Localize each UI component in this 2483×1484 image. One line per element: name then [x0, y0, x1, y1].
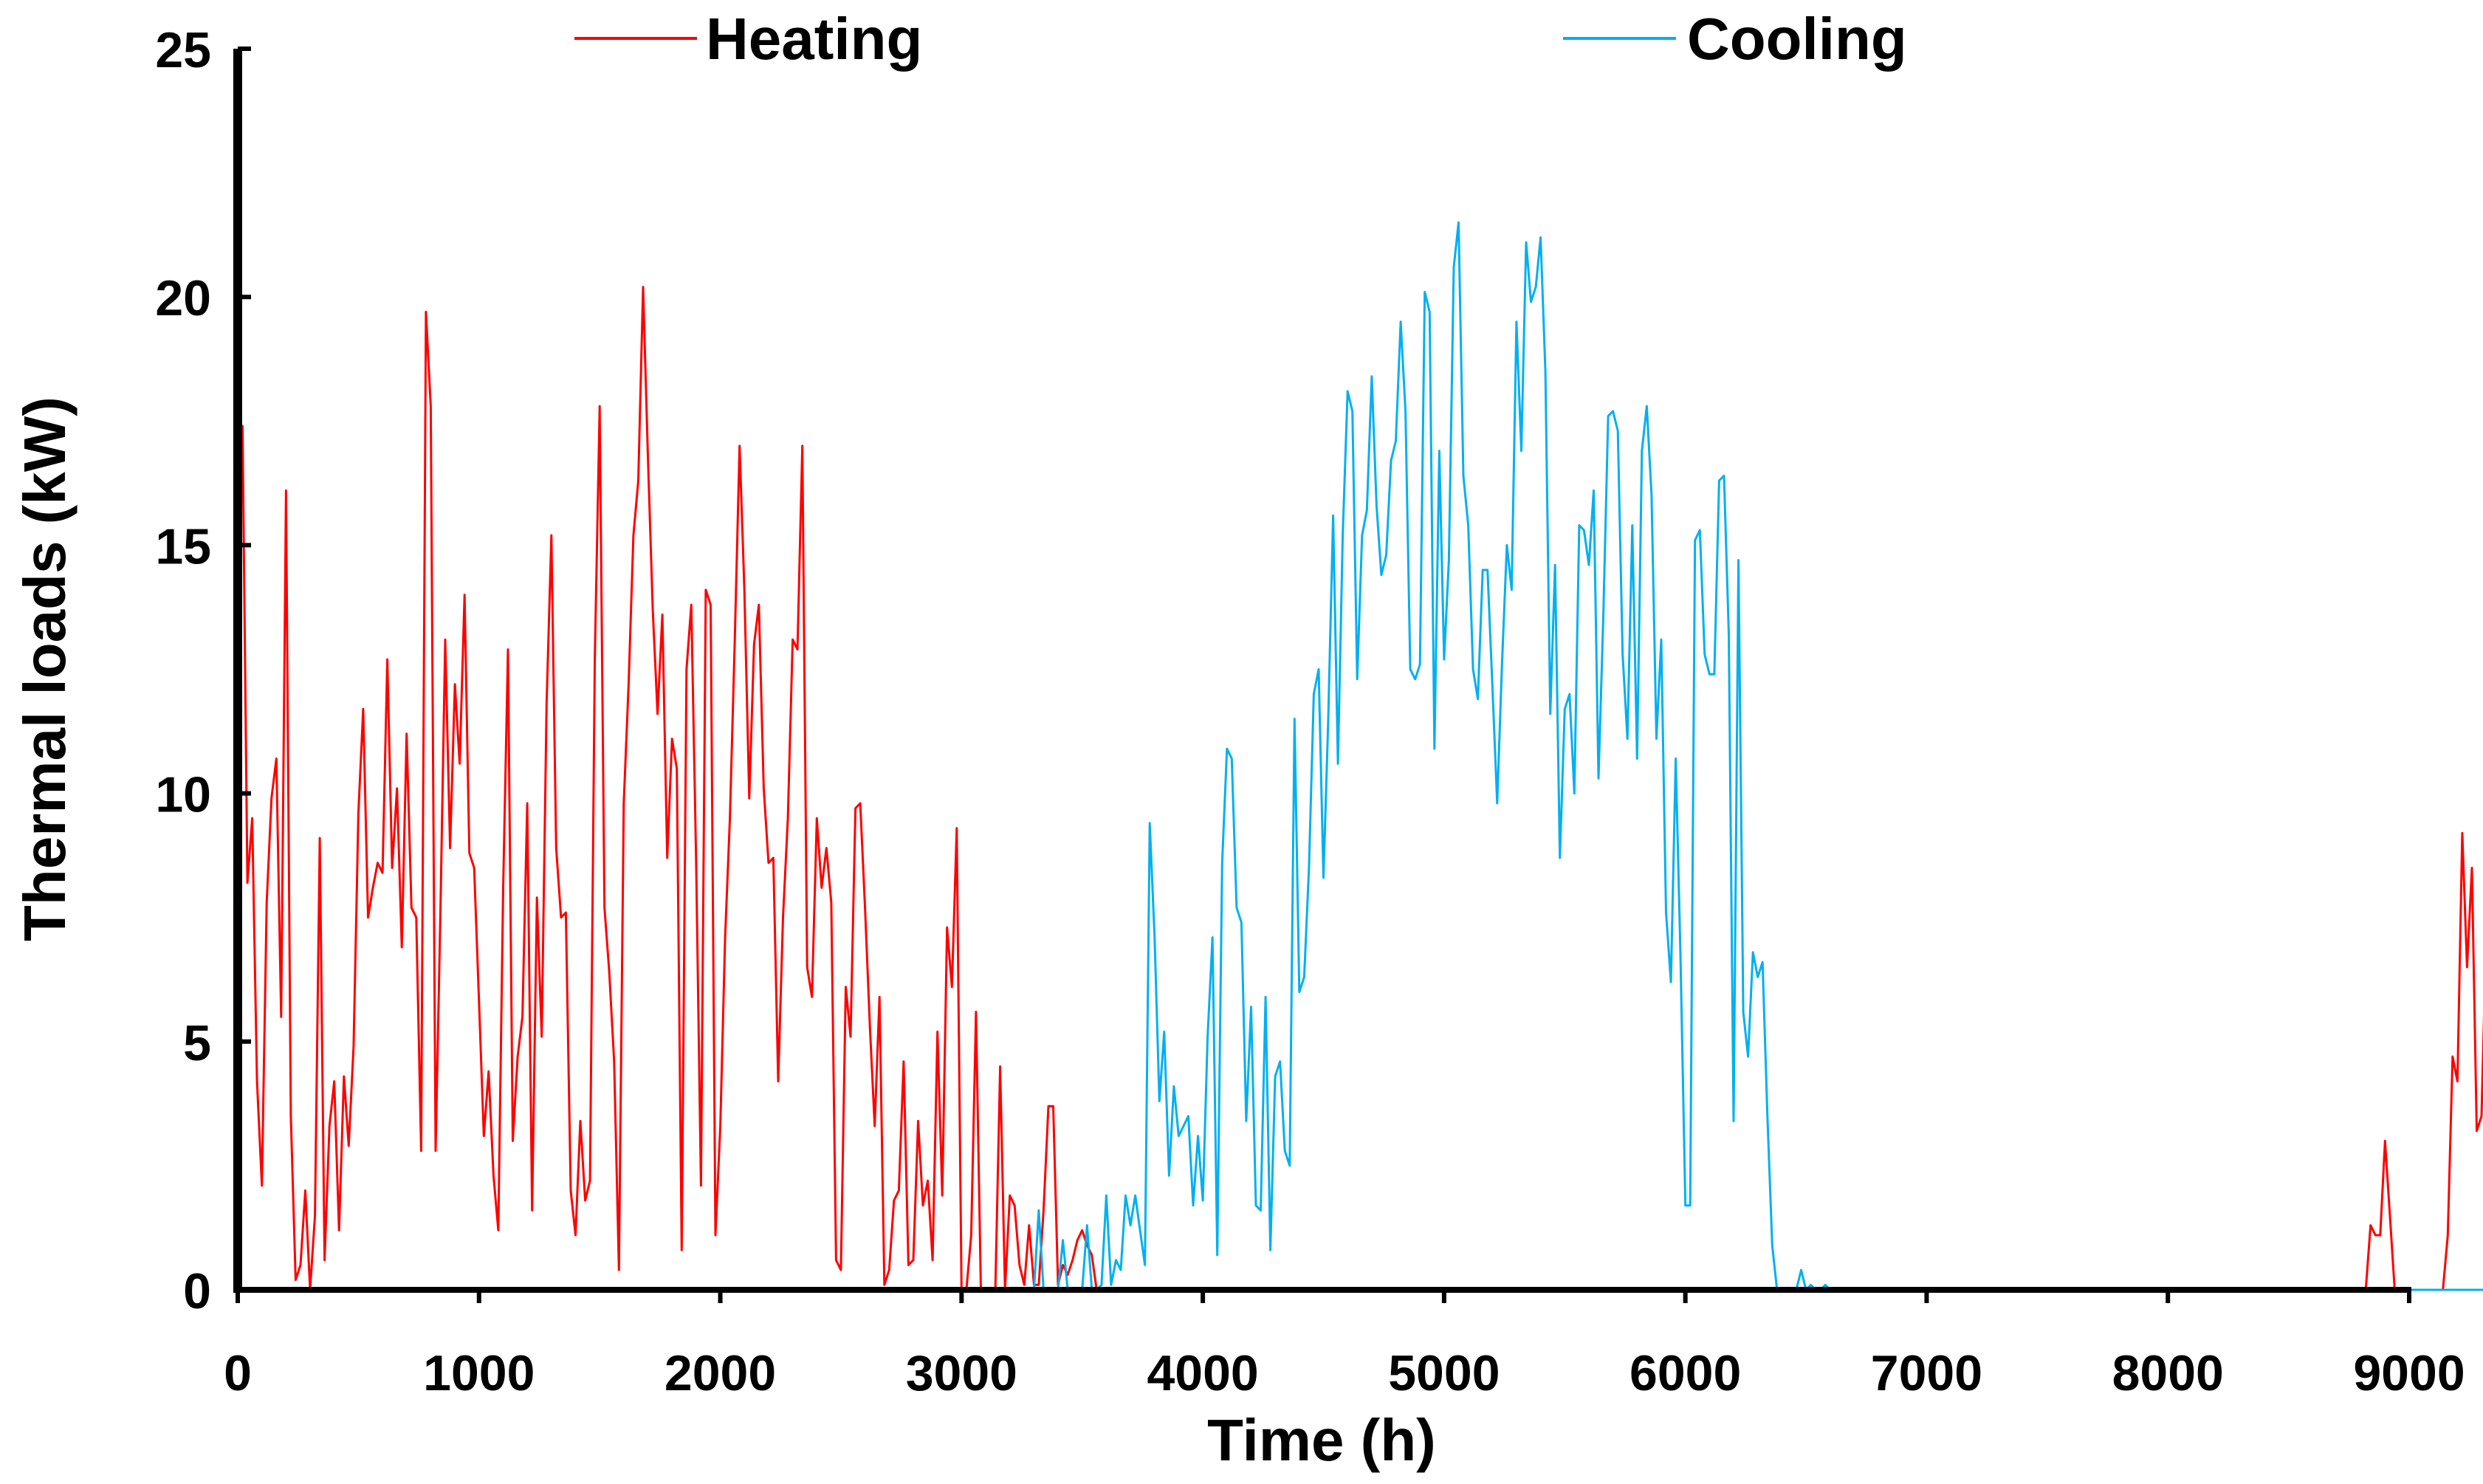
y-tick-label-0: 0	[183, 1263, 211, 1319]
x-tick-label-7000: 7000	[1871, 1345, 1982, 1401]
x-tick-label-1000: 1000	[423, 1345, 535, 1401]
x-tick-label-5000: 5000	[1388, 1345, 1500, 1401]
y-tick-label-15: 15	[155, 518, 211, 574]
x-tick-label-9000: 9000	[2353, 1345, 2465, 1401]
legend-heating-label: Heating	[706, 6, 922, 72]
y-tick-group: 0 5 10 15 20 25	[155, 22, 251, 1319]
x-tick-label-6000: 6000	[1629, 1345, 1741, 1401]
legend: Heating Cooling	[574, 6, 1907, 72]
y-axis-title: Thermal loads (kW)	[12, 396, 78, 941]
legend-cooling-label: Cooling	[1687, 6, 1907, 72]
x-tick-group: 0 1000 2000 3000 4000 5000 6000 7000 8000 9000	[224, 1287, 2465, 1401]
x-axis-title: Time (h)	[1207, 1407, 1436, 1473]
y-tick-label-25: 25	[155, 22, 211, 78]
y-tick-label-10: 10	[155, 767, 211, 823]
x-tick-label-8000: 8000	[2112, 1345, 2224, 1401]
y-tick-label-20: 20	[155, 270, 211, 326]
x-tick-label-4000: 4000	[1147, 1345, 1258, 1401]
x-tick-label-0: 0	[224, 1345, 252, 1401]
x-tick-label-3000: 3000	[906, 1345, 1017, 1401]
y-tick-label-5: 5	[183, 1015, 211, 1071]
x-tick-label-2000: 2000	[664, 1345, 776, 1401]
